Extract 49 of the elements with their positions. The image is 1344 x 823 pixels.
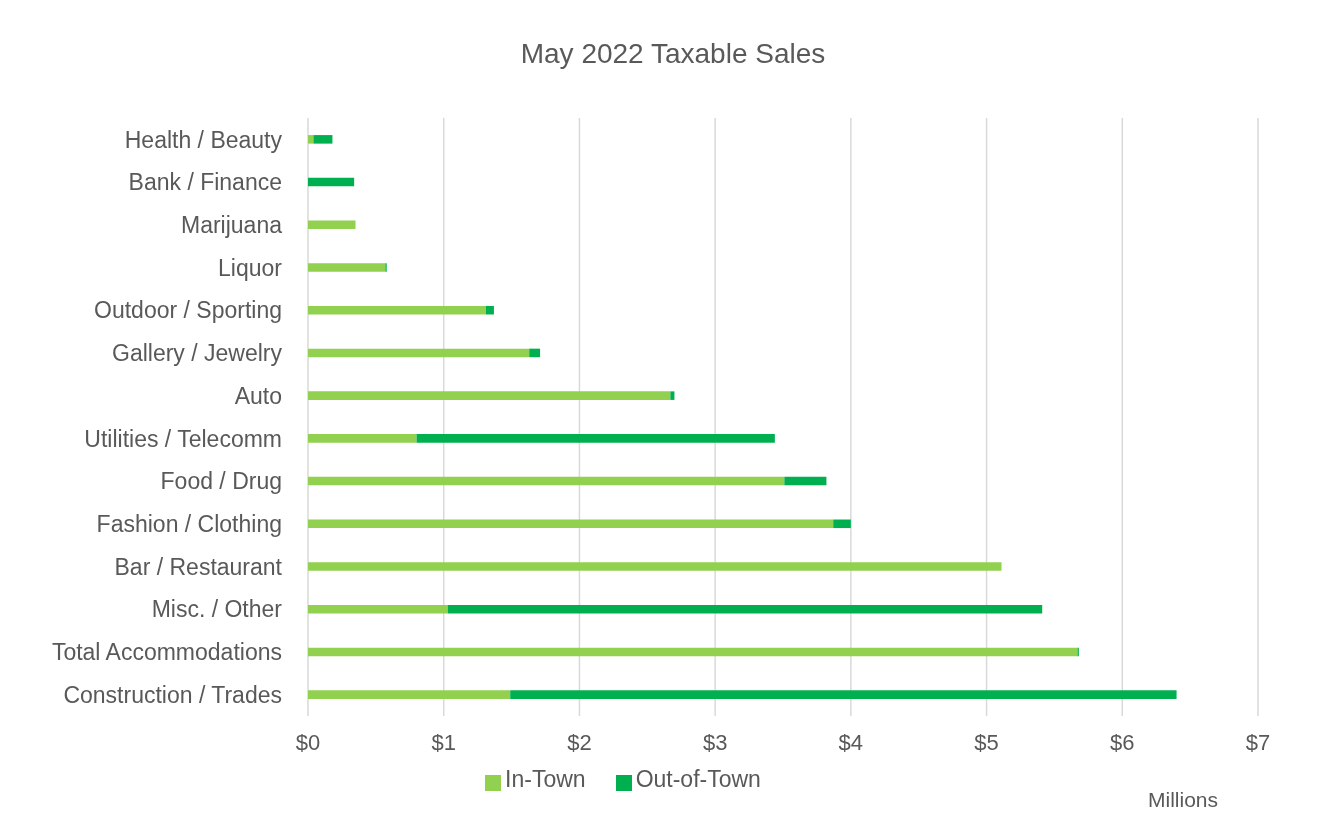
bar xyxy=(833,519,851,529)
bar xyxy=(308,604,448,614)
x-tick-label: $3 xyxy=(702,729,728,755)
y-tick-label: Marijuana xyxy=(181,211,283,238)
x-axis-title: Millions xyxy=(1148,788,1219,812)
y-tick-label: Misc. / Other xyxy=(151,596,283,623)
bar xyxy=(308,562,1002,571)
bar xyxy=(416,434,775,443)
legend-label: Out-of-Town xyxy=(635,766,761,792)
y-tick-label: Auto xyxy=(234,382,282,409)
y-tick-label: Outdoor / Sporting xyxy=(94,297,282,324)
bar xyxy=(447,604,1043,614)
y-tick-label: Health / Beauty xyxy=(124,126,283,153)
y-tick-label: Fashion / Clothing xyxy=(96,510,282,537)
bar xyxy=(308,220,356,230)
y-tick-label: Food / Drug xyxy=(160,468,282,495)
bar xyxy=(308,391,671,400)
y-tick-label: Gallery / Jewelry xyxy=(112,340,283,367)
bar xyxy=(308,476,785,486)
x-tick-label: $7 xyxy=(1245,729,1271,755)
legend-label: In-Town xyxy=(505,766,586,792)
y-tick-label: Total Accommodations xyxy=(51,639,282,666)
x-tick-label: $2 xyxy=(567,729,592,755)
bar xyxy=(308,647,1078,657)
bar xyxy=(308,263,386,272)
bar xyxy=(313,135,333,144)
bar xyxy=(308,348,530,358)
bar xyxy=(670,391,675,400)
x-tick-label: $1 xyxy=(431,729,456,755)
x-tick-label: $6 xyxy=(1110,729,1135,755)
x-tick-label: $0 xyxy=(295,729,321,755)
bar xyxy=(308,305,486,315)
bar xyxy=(529,348,541,358)
chart-title: May 2022 Taxable Sales xyxy=(519,38,827,70)
y-tick-label: Bar / Restaurant xyxy=(114,553,283,580)
bar xyxy=(308,177,355,187)
bar xyxy=(308,519,834,529)
y-tick-label: Liquor xyxy=(218,254,283,281)
bar xyxy=(308,690,511,699)
bar xyxy=(510,690,1177,699)
y-tick-label: Bank / Finance xyxy=(128,169,282,196)
bar xyxy=(308,135,314,144)
x-tick-label: $4 xyxy=(838,729,864,755)
x-tick-label: $5 xyxy=(974,729,999,755)
bar xyxy=(485,305,494,315)
y-tick-label: Construction / Trades xyxy=(63,681,282,708)
bar xyxy=(784,476,827,486)
bar xyxy=(308,434,417,443)
y-tick-label: Utilities / Telecomm xyxy=(84,425,282,452)
